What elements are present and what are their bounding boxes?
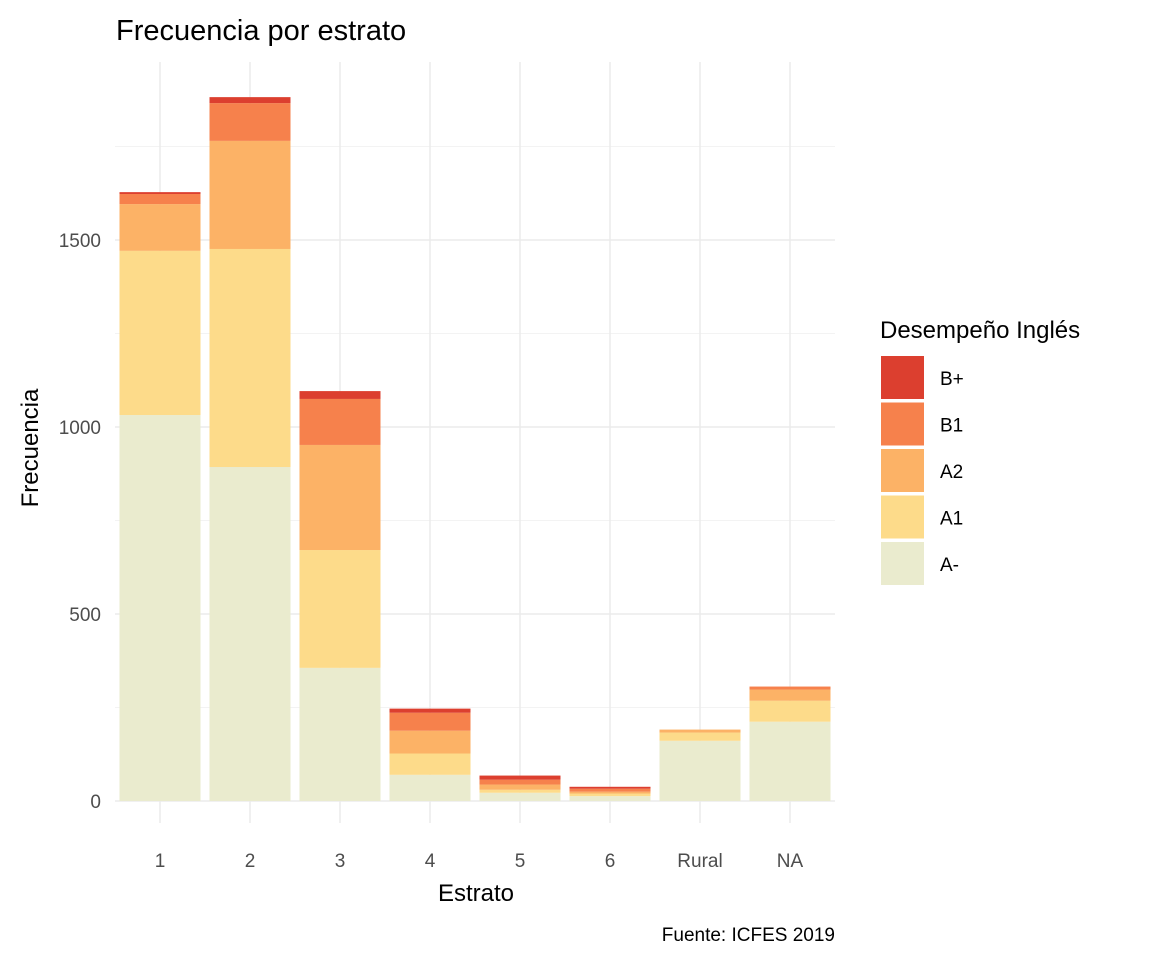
bar-segment-A2-4 (389, 730, 471, 754)
x-tick-label: 6 (605, 851, 616, 872)
y-tick-label: 1500 (59, 231, 101, 252)
x-tick-label: 2 (245, 851, 256, 872)
bar-segment-A2-5 (479, 784, 561, 790)
bar-segment-B+-6 (569, 786, 651, 789)
bar-segment-A--6 (569, 796, 651, 801)
bar-segment-A1-4 (389, 753, 471, 775)
bar-segment-A2-NA (749, 689, 831, 701)
bar-segment-B1-3 (299, 398, 381, 445)
legend-key-A1 (881, 495, 924, 539)
bar-segment-A--4 (389, 774, 471, 801)
bar-segment-B+-5 (479, 775, 561, 780)
legend-title: Desempeño Inglés (880, 317, 1080, 344)
legend-label: A- (940, 555, 959, 576)
x-tick-label: 1 (155, 851, 166, 872)
bar-segment-A--1 (119, 415, 201, 801)
x-axis-label: Estrato (438, 880, 514, 907)
y-tick-label: 500 (69, 605, 101, 626)
bar-segment-A--2 (209, 467, 291, 801)
y-tick-label: 0 (90, 792, 101, 813)
bar-segment-A2-6 (569, 791, 651, 794)
bar-segment-A2-Rural (659, 729, 741, 733)
bar-segment-A1-2 (209, 248, 291, 468)
legend-key-A2 (881, 449, 924, 492)
legend-label: B1 (940, 416, 963, 437)
legend-key-A- (881, 542, 924, 585)
bar-segment-A--3 (299, 667, 381, 801)
x-tick-label: NA (777, 851, 804, 872)
bar-segment-B+-4 (389, 708, 471, 713)
x-tick-label: 4 (425, 851, 436, 872)
bar-segment-B+-1 (119, 192, 201, 194)
y-axis-label: Frecuencia (17, 388, 44, 507)
bar-segment-A--NA (749, 721, 831, 801)
legend-label: A1 (940, 509, 963, 530)
bar-segment-A--5 (479, 792, 561, 801)
bar-segment-B1-5 (479, 779, 561, 785)
bar-segment-A1-6 (569, 793, 651, 797)
bar-segment-A1-3 (299, 550, 381, 668)
caption: Fuente: ICFES 2019 (662, 925, 835, 946)
bar-segment-B1-6 (569, 788, 651, 792)
y-tick-label: 1000 (59, 418, 101, 439)
bar-segment-A1-NA (749, 700, 831, 722)
bar-segment-B+-2 (209, 97, 291, 104)
bar-segment-B1-1 (119, 193, 201, 205)
bar-segment-B1-NA (749, 686, 831, 690)
x-tick-label: 3 (335, 851, 346, 872)
bar-segment-A1-1 (119, 250, 201, 416)
x-tick-label: Rural (677, 851, 722, 872)
chart-title: Frecuencia por estrato (116, 15, 406, 47)
legend-key-B+ (881, 356, 924, 399)
bar-segment-A2-1 (119, 204, 201, 251)
bar-segment-A1-Rural (659, 732, 741, 741)
x-tick-label: 5 (515, 851, 526, 872)
legend-label: A2 (940, 462, 963, 483)
bar-segment-B+-3 (299, 391, 381, 399)
bar-segment-A2-2 (209, 140, 291, 249)
bar-segment-A1-5 (479, 789, 561, 793)
bar-segment-A--Rural (659, 740, 741, 801)
bar-segment-A2-3 (299, 444, 381, 551)
legend-key-B1 (881, 402, 924, 446)
bar-segment-B1-2 (209, 103, 291, 141)
legend-label: B+ (940, 369, 964, 390)
bar-segment-B1-4 (389, 712, 471, 731)
